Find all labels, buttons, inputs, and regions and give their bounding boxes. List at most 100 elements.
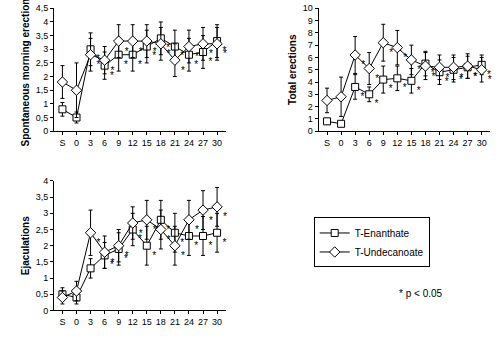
svg-text:4: 4 <box>308 77 313 87</box>
svg-text:27: 27 <box>198 138 208 148</box>
svg-text:27: 27 <box>463 138 473 148</box>
svg-text:*: * <box>138 59 142 70</box>
svg-text:5: 5 <box>308 65 313 75</box>
svg-text:*: * <box>445 72 449 83</box>
svg-text:30: 30 <box>477 138 487 148</box>
svg-text:24: 24 <box>449 138 459 148</box>
svg-text:9: 9 <box>116 138 121 148</box>
svg-text:*: * <box>97 237 101 248</box>
svg-text:*: * <box>222 45 226 56</box>
svg-text:*: * <box>208 56 212 67</box>
svg-text:2,5: 2,5 <box>36 58 49 68</box>
svg-text:24: 24 <box>184 317 194 327</box>
svg-text:*: * <box>110 70 114 81</box>
svg-text:9: 9 <box>116 317 121 327</box>
svg-text:12: 12 <box>128 138 138 148</box>
svg-text:3: 3 <box>43 208 48 218</box>
svg-text:*: * <box>167 234 171 245</box>
svg-text:*: * <box>209 215 213 226</box>
svg-text:21: 21 <box>170 317 180 327</box>
svg-text:9: 9 <box>381 138 386 148</box>
svg-text:0: 0 <box>43 306 48 316</box>
svg-text:*: * <box>110 259 114 270</box>
svg-text:1,5: 1,5 <box>36 85 49 95</box>
svg-text:4: 4 <box>43 176 48 186</box>
svg-text:1: 1 <box>43 273 48 283</box>
svg-text:*: * <box>403 82 407 93</box>
svg-text:*: * <box>195 224 199 235</box>
svg-text:*: * <box>152 250 156 261</box>
svg-text:6: 6 <box>102 138 107 148</box>
svg-text:*: * <box>194 59 198 70</box>
svg-text:0: 0 <box>339 138 344 148</box>
svg-text:*: * <box>111 257 115 268</box>
svg-text:30: 30 <box>212 138 222 148</box>
svg-text:*: * <box>208 240 212 251</box>
svg-text:*: * <box>431 67 435 78</box>
svg-text:*: * <box>138 233 142 244</box>
svg-text:21: 21 <box>434 138 444 148</box>
svg-text:3: 3 <box>353 138 358 148</box>
svg-text:*: * <box>166 224 170 235</box>
svg-text:4: 4 <box>43 17 48 27</box>
svg-text:*: * <box>375 98 379 109</box>
svg-text:*: * <box>181 65 185 76</box>
svg-text:*: * <box>180 237 184 248</box>
svg-text:*: * <box>96 53 100 64</box>
svg-text:2: 2 <box>43 241 48 251</box>
svg-text:9: 9 <box>308 16 313 26</box>
svg-text:*: * <box>166 42 170 53</box>
svg-text:0: 0 <box>74 138 79 148</box>
svg-text:*: * <box>195 51 199 62</box>
svg-text:7: 7 <box>308 40 313 50</box>
svg-text:18: 18 <box>156 317 166 327</box>
svg-text:0,5: 0,5 <box>36 113 49 123</box>
svg-text:3,5: 3,5 <box>36 31 49 41</box>
svg-text:3: 3 <box>88 317 93 327</box>
svg-text:*: * <box>473 71 477 82</box>
svg-text:1: 1 <box>43 99 48 109</box>
svg-text:10: 10 <box>303 3 313 13</box>
svg-text:1,5: 1,5 <box>36 257 49 267</box>
svg-text:T-Enanthate: T-Enanthate <box>355 228 410 239</box>
svg-text:3: 3 <box>308 89 313 99</box>
svg-text:*: * <box>488 74 492 85</box>
svg-text:18: 18 <box>156 138 166 148</box>
svg-text:Ejaculations: Ejaculations <box>20 216 31 275</box>
svg-text:12: 12 <box>128 317 138 327</box>
svg-text:*: * <box>417 85 421 96</box>
svg-text:8: 8 <box>308 28 313 38</box>
svg-text:*: * <box>445 76 449 87</box>
svg-text:24: 24 <box>184 138 194 148</box>
svg-text:27: 27 <box>198 317 208 327</box>
svg-text:*: * <box>97 59 101 70</box>
svg-text:*: * <box>125 46 129 57</box>
svg-text:6: 6 <box>308 53 313 63</box>
svg-text:2,5: 2,5 <box>36 225 49 235</box>
svg-text:*: * <box>111 65 115 76</box>
svg-text:30: 30 <box>212 317 222 327</box>
svg-text:0: 0 <box>74 317 79 327</box>
svg-text:*: * <box>167 48 171 59</box>
svg-text:2: 2 <box>43 72 48 82</box>
svg-text:*: * <box>139 228 143 239</box>
svg-text:15: 15 <box>142 317 152 327</box>
svg-text:Total erections: Total erections <box>287 34 298 105</box>
svg-text:*: * <box>194 240 198 251</box>
svg-text:*: * <box>459 74 463 85</box>
svg-text:S: S <box>324 138 330 148</box>
svg-text:Spontaneous morning erections: Spontaneous morning erections <box>20 0 31 146</box>
svg-text:*: * <box>222 237 226 248</box>
svg-text:0: 0 <box>43 126 48 136</box>
svg-text:18: 18 <box>420 138 430 148</box>
svg-text:*: * <box>223 48 227 59</box>
svg-text:*: * <box>474 71 478 82</box>
svg-text:*: * <box>180 50 184 61</box>
svg-text:21: 21 <box>170 138 180 148</box>
svg-text:* p < 0.05: * p < 0.05 <box>399 288 443 299</box>
svg-text:4,5: 4,5 <box>36 3 49 13</box>
svg-text:15: 15 <box>142 138 152 148</box>
svg-text:*: * <box>361 91 365 102</box>
svg-text:*: * <box>361 60 365 71</box>
svg-text:1: 1 <box>308 114 313 124</box>
